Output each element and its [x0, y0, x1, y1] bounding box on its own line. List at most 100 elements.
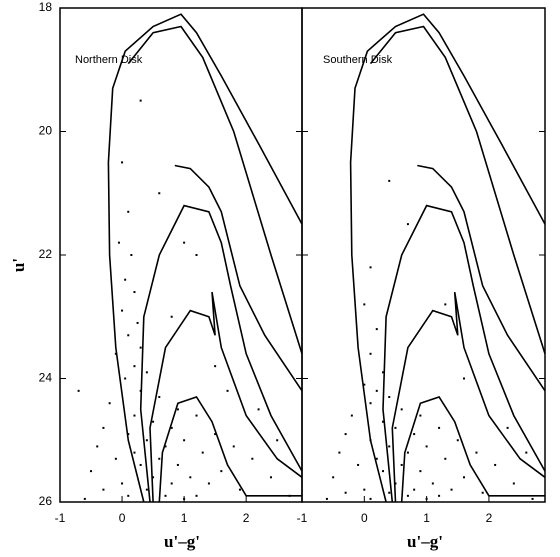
star-point — [127, 334, 130, 337]
star-point — [145, 488, 148, 491]
star-point — [382, 420, 384, 423]
star-point — [133, 414, 136, 417]
star-point — [201, 451, 204, 454]
y-axis-title: u' — [9, 258, 28, 272]
star-point — [170, 426, 173, 429]
star-point — [438, 494, 441, 497]
star-point — [332, 476, 335, 479]
star-point — [158, 192, 161, 195]
star-point — [127, 494, 130, 497]
star-point — [419, 414, 422, 417]
star-point — [220, 470, 223, 473]
star-point — [438, 426, 441, 429]
star-point — [139, 346, 142, 349]
star-point — [363, 303, 366, 306]
star-point — [406, 451, 409, 454]
star-point — [338, 451, 341, 454]
y-tick-label: 20 — [39, 124, 53, 138]
y-tick-label: 22 — [39, 247, 53, 261]
y-tick-label: 26 — [39, 494, 53, 508]
star-point — [525, 451, 528, 454]
star-point — [369, 402, 372, 405]
isochrone — [400, 396, 545, 503]
star-point — [170, 315, 173, 318]
star-point — [394, 426, 397, 429]
star-point — [195, 254, 198, 256]
star-point — [506, 426, 509, 429]
star-point — [375, 328, 378, 331]
star-point — [363, 488, 366, 491]
star-point — [344, 491, 347, 494]
x-axis-title: u'–g' — [407, 532, 443, 551]
star-point — [176, 408, 179, 411]
star-point — [382, 371, 384, 374]
star-point — [406, 223, 409, 226]
isochrone — [174, 164, 303, 392]
star-point — [117, 241, 120, 244]
star-point — [96, 445, 99, 448]
star-point — [413, 433, 416, 436]
star-point — [183, 439, 186, 442]
isochrone — [158, 396, 302, 503]
isochrone — [391, 291, 546, 503]
x-tick-label: 0 — [119, 511, 126, 525]
star-point — [108, 402, 111, 405]
x-tick-label: 2 — [243, 511, 250, 525]
x-tick-label: -1 — [297, 511, 308, 525]
star-point — [133, 451, 136, 454]
star-point — [133, 291, 136, 294]
star-point — [232, 445, 235, 448]
star-point — [463, 476, 465, 479]
star-point — [406, 494, 409, 497]
star-point — [183, 497, 186, 500]
star-point — [152, 476, 155, 479]
star-point — [195, 414, 198, 417]
x-tick-label: 1 — [181, 511, 188, 525]
isochrone — [382, 204, 546, 503]
isochrone — [149, 291, 303, 503]
isochrone — [349, 13, 546, 503]
star-point — [164, 445, 167, 448]
star-point — [375, 389, 378, 392]
isochrone — [107, 13, 303, 503]
star-point — [90, 470, 93, 473]
y-tick-label: 24 — [39, 371, 53, 385]
panel-label: Southern Disk — [323, 54, 393, 66]
star-point — [124, 377, 127, 380]
star-point — [83, 497, 86, 500]
star-point — [139, 463, 142, 466]
star-point — [170, 482, 173, 485]
star-point — [431, 482, 434, 485]
star-point — [388, 445, 391, 448]
x-tick-label: 1 — [423, 511, 430, 525]
star-point — [269, 476, 272, 479]
star-point — [388, 491, 391, 494]
isochrone — [417, 164, 546, 392]
star-point — [189, 476, 192, 479]
star-point — [102, 488, 105, 491]
star-point — [481, 491, 484, 494]
star-point — [382, 470, 384, 473]
star-point — [419, 470, 422, 473]
star-point — [124, 278, 127, 281]
star-point — [350, 414, 353, 417]
star-point — [388, 396, 391, 399]
star-point — [77, 389, 80, 392]
star-point — [121, 309, 124, 312]
star-point — [512, 482, 515, 485]
star-point — [214, 433, 217, 436]
star-point — [164, 494, 167, 497]
star-point — [145, 439, 148, 442]
star-point — [276, 439, 279, 442]
star-point — [369, 352, 372, 355]
star-point — [121, 482, 124, 485]
star-point — [121, 161, 124, 164]
isochrone — [369, 25, 546, 355]
star-point — [450, 488, 453, 491]
star-point — [226, 389, 229, 392]
star-point — [158, 457, 161, 460]
star-point — [357, 463, 360, 466]
star-point — [133, 365, 136, 368]
